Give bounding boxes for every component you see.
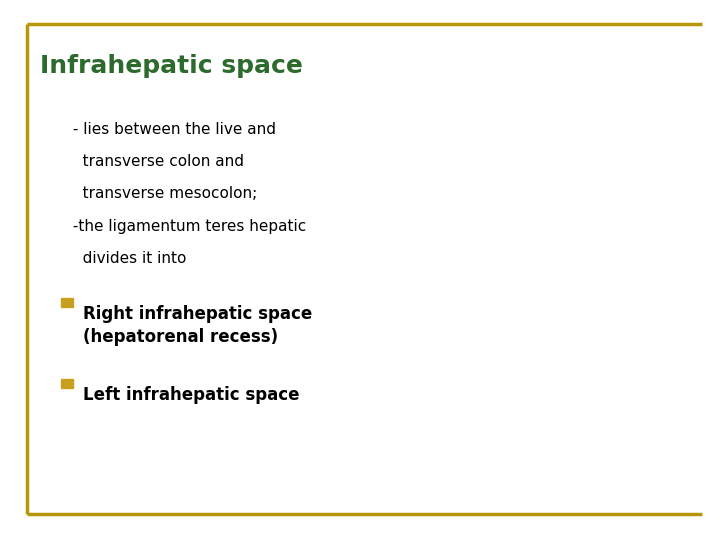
Text: -the ligamentum teres hepatic: -the ligamentum teres hepatic bbox=[68, 219, 307, 234]
Text: Left infrahepatic space: Left infrahepatic space bbox=[83, 386, 300, 404]
Text: divides it into: divides it into bbox=[68, 251, 186, 266]
Text: - lies between the live and: - lies between the live and bbox=[68, 122, 276, 137]
Text: transverse colon and: transverse colon and bbox=[68, 154, 244, 169]
Text: transverse mesocolon;: transverse mesocolon; bbox=[68, 186, 258, 201]
Bar bbox=[61, 298, 73, 307]
Bar bbox=[61, 379, 73, 388]
Text: Right infrahepatic space
(hepatorenal recess): Right infrahepatic space (hepatorenal re… bbox=[83, 305, 312, 346]
Text: Infrahepatic space: Infrahepatic space bbox=[40, 54, 302, 78]
